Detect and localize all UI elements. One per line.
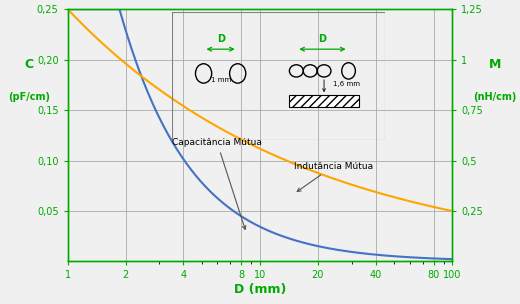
Bar [172, 12, 385, 140]
Bar [289, 95, 359, 107]
Text: Capacitância Mútua: Capacitância Mútua [172, 138, 262, 229]
Text: M: M [489, 58, 501, 71]
Text: 1 mm: 1 mm [211, 77, 231, 83]
X-axis label: D (mm): D (mm) [234, 283, 286, 296]
Text: Indutância Mútua: Indutância Mútua [294, 162, 373, 192]
Text: (pF/cm): (pF/cm) [8, 92, 50, 102]
Text: (nH/cm): (nH/cm) [473, 92, 516, 102]
Text: D: D [217, 34, 225, 44]
Text: D: D [318, 34, 327, 44]
Text: 1,6 mm: 1,6 mm [333, 81, 359, 87]
Text: C: C [24, 58, 34, 71]
